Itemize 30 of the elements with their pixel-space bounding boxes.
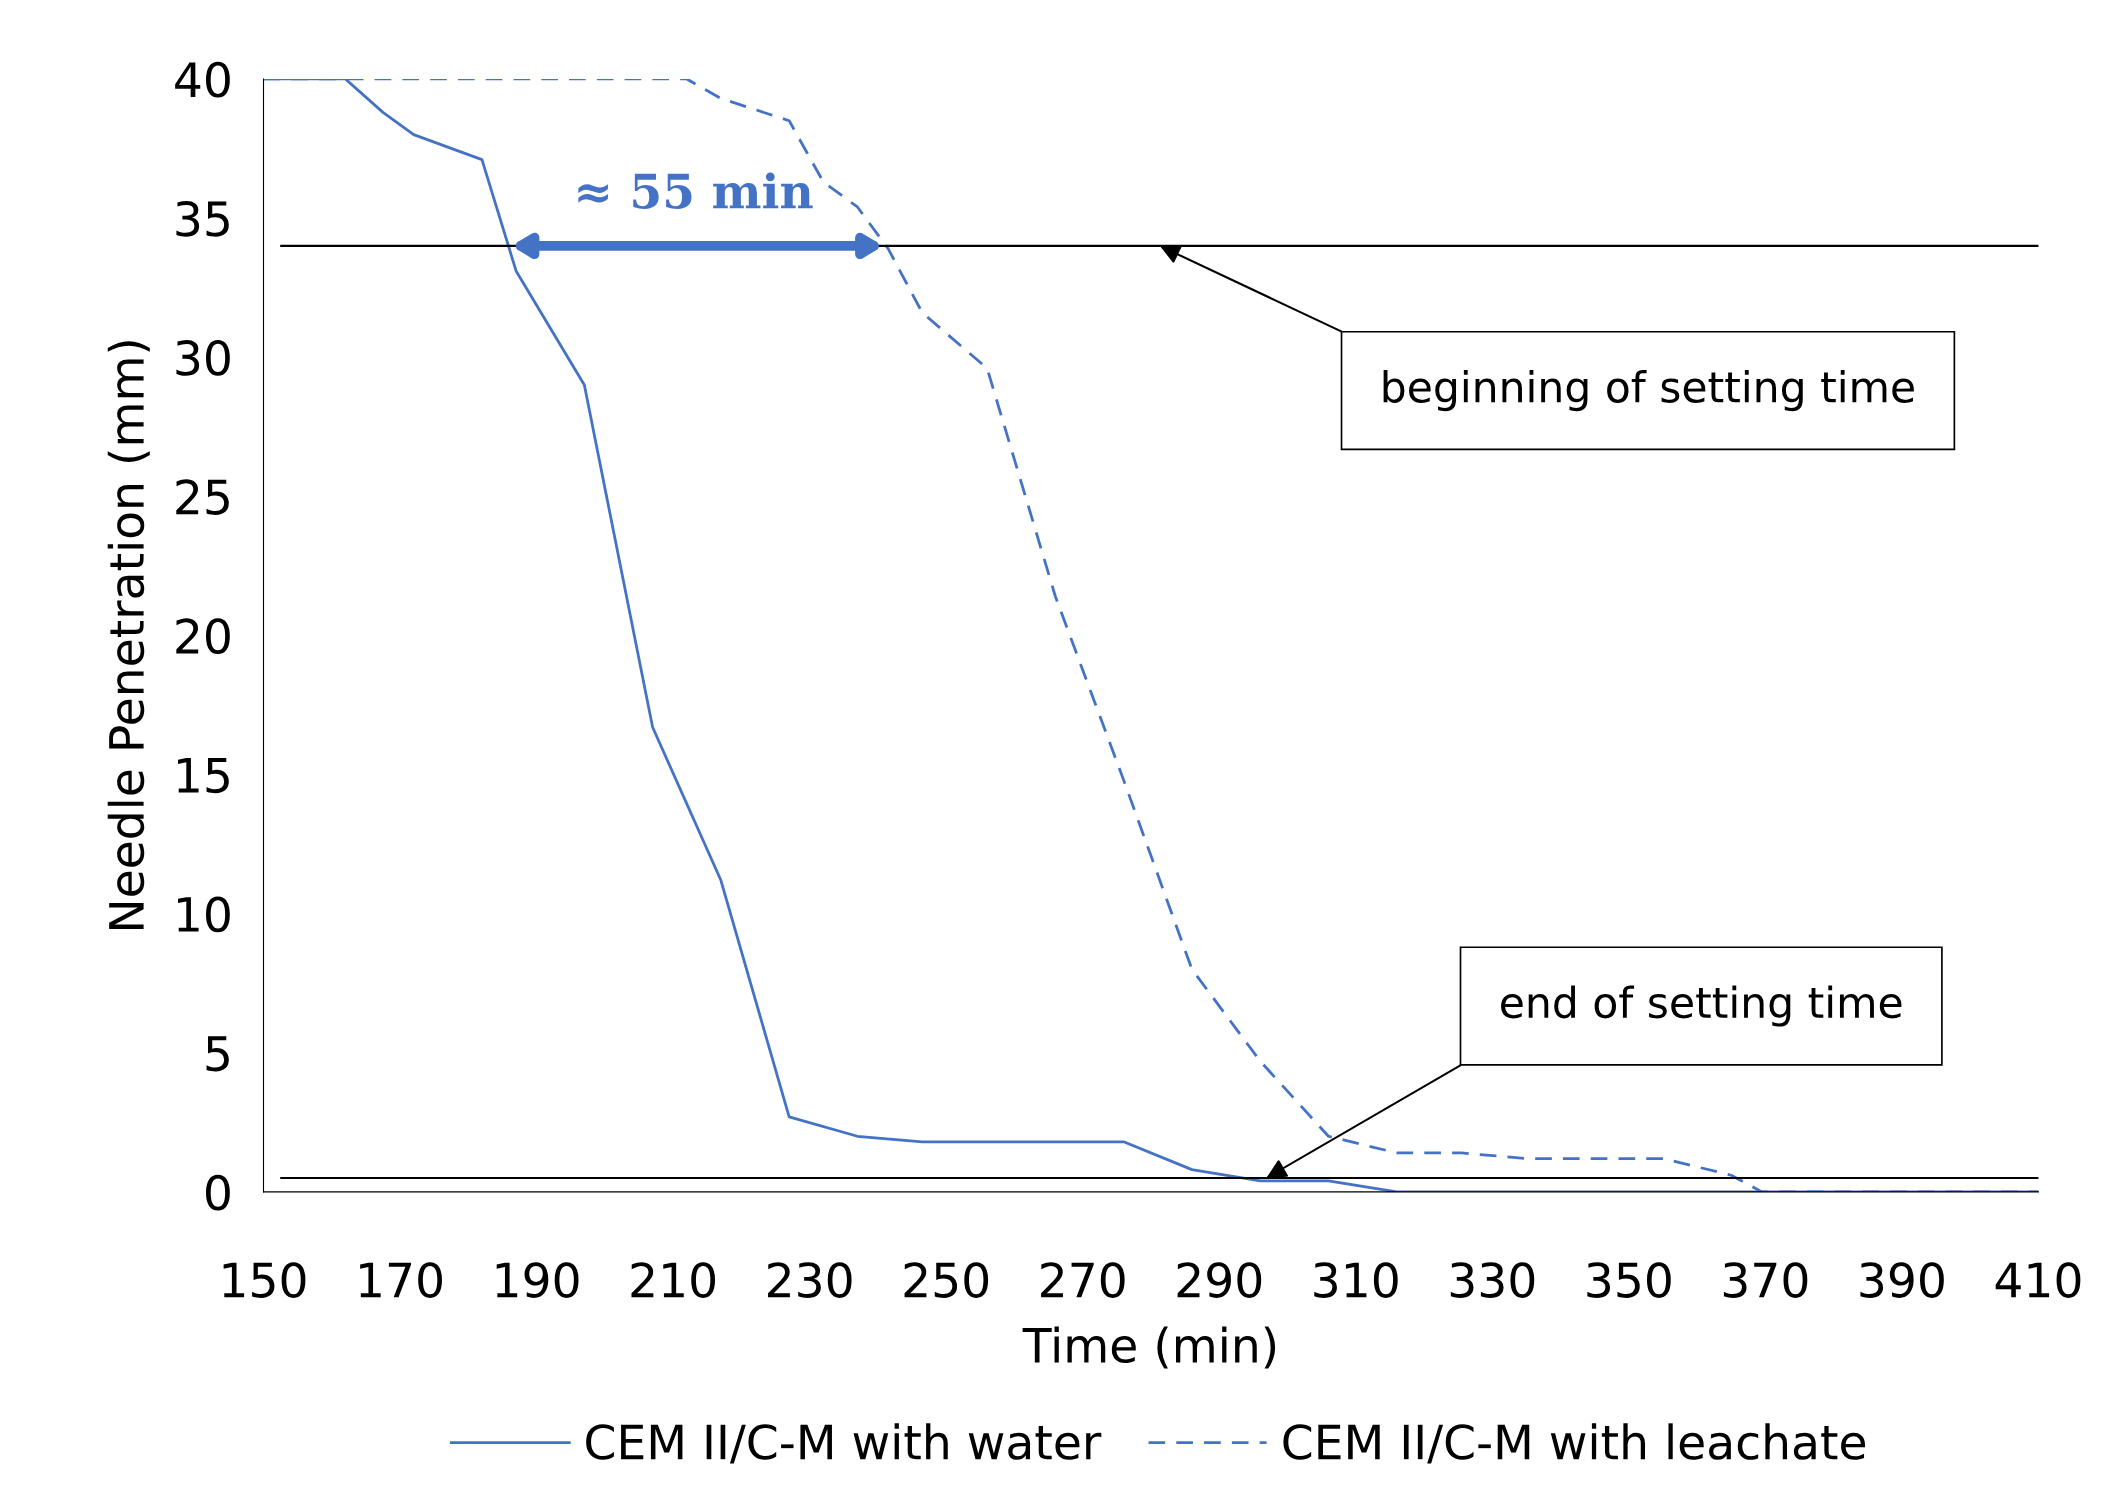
x-tick-label: 390 [1860,1262,1944,1298]
y-tick-label: 20 [176,618,230,655]
x-tick-label: 230 [768,1262,852,1298]
x-tick-label: 270 [1041,1262,1125,1298]
x-tick-label: 170 [360,1262,442,1298]
x-tick-label: 370 [1723,1262,1808,1298]
x-axis-title: Time (min) [1022,1326,1276,1369]
x-tick-label: 250 [904,1262,989,1298]
x-tick-label: 210 [631,1262,716,1298]
annotation: end of setting time [1501,985,1902,1027]
annotation: ≈ 55 min [578,172,813,209]
x-tick-label: 410 [1995,1262,2081,1298]
x-tick-label: 150 [223,1262,306,1298]
y-tick-label: 15 [178,758,229,794]
x-tick-label: 350 [1587,1262,1671,1298]
y-tick-label: 40 [175,61,230,98]
y-axis-title: Needle Penetration (mm) [107,341,150,930]
y-tick-label: 30 [176,340,230,376]
x-tick-label: 190 [496,1262,579,1298]
legend-label: CEM II/C-M with water [586,1423,1102,1464]
y-tick-label: 10 [178,896,230,933]
legend-label: CEM II/C-M with leachate [1283,1423,1866,1464]
x-tick-label: 290 [1177,1262,1262,1298]
y-tick-label: 5 [206,1036,229,1072]
x-tick-label: 310 [1314,1262,1398,1298]
y-tick-label: 0 [206,1174,230,1211]
x-tick-label: 330 [1450,1262,1535,1298]
y-tick-label: 35 [176,200,229,237]
y-tick-label: 25 [176,479,229,515]
annotation: beginning of setting time [1383,370,1914,412]
